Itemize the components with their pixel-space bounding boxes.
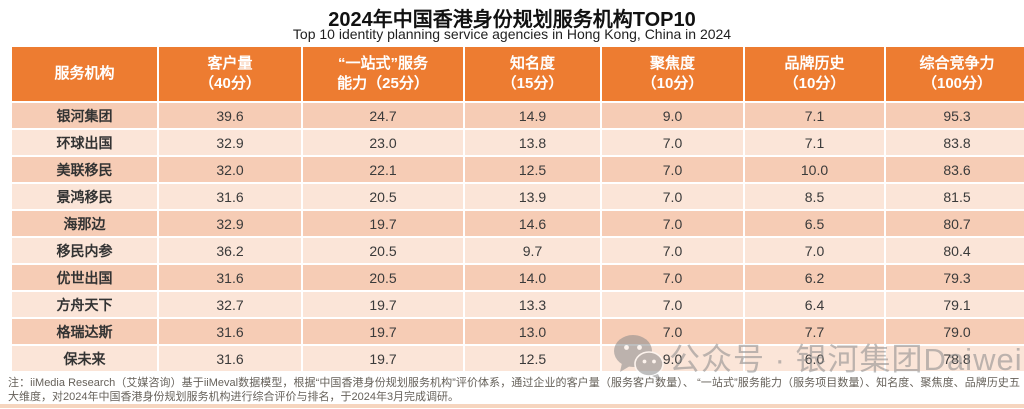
score-cell: 78.8 (886, 346, 1024, 371)
agency-name: 景鸿移民 (12, 184, 157, 209)
column-header-customer-volume: 客户量 （40分） (159, 47, 301, 101)
agency-name: 优世出国 (12, 265, 157, 290)
score-cell: 20.5 (303, 184, 463, 209)
score-cell: 19.7 (303, 292, 463, 317)
score-cell: 20.5 (303, 238, 463, 263)
score-cell: 7.0 (602, 265, 743, 290)
score-cell: 81.5 (886, 184, 1024, 209)
table-row: 银河集团 39.6 24.7 14.9 9.0 7.1 95.3 (12, 103, 1024, 128)
agency-name: 移民内参 (12, 238, 157, 263)
table-header: 服务机构 客户量 （40分） “一站式”服务 能力（25分） 知名度 （15分） 聚焦度 （10… (12, 47, 1024, 101)
column-header-brand-history: 品牌历史 （10分） (745, 47, 884, 101)
score-cell: 6.4 (745, 292, 884, 317)
agency-name: 海那边 (12, 211, 157, 236)
score-cell: 13.3 (465, 292, 600, 317)
score-cell: 7.0 (602, 130, 743, 155)
score-cell: 14.9 (465, 103, 600, 128)
source-note: 注：iiMedia Research（艾媒咨询）基于iiMeval数据模型，根据… (8, 377, 1020, 403)
table-row: 美联移民 32.0 22.1 12.5 7.0 10.0 83.6 (12, 157, 1024, 182)
score-cell: 79.1 (886, 292, 1024, 317)
score-cell: 36.2 (159, 238, 301, 263)
score-cell: 79.3 (886, 265, 1024, 290)
score-cell: 80.7 (886, 211, 1024, 236)
column-header-agency: 服务机构 (12, 47, 157, 101)
score-cell: 7.0 (602, 292, 743, 317)
score-cell: 32.0 (159, 157, 301, 182)
ranking-table: 服务机构 客户量 （40分） “一站式”服务 能力（25分） 知名度 （15分） 聚焦度 （10… (10, 45, 1024, 373)
score-cell: 24.7 (303, 103, 463, 128)
score-cell: 39.6 (159, 103, 301, 128)
header-row: 服务机构 客户量 （40分） “一站式”服务 能力（25分） 知名度 （15分） 聚焦度 （10… (12, 47, 1024, 101)
score-cell: 7.1 (745, 130, 884, 155)
score-cell: 12.5 (465, 157, 600, 182)
table-row: 环球出国 32.9 23.0 13.8 7.0 7.1 83.8 (12, 130, 1024, 155)
bottom-divider (0, 404, 1024, 408)
agency-name: 环球出国 (12, 130, 157, 155)
column-header-overall-competitiveness: 综合竞争力 （100分） (886, 47, 1024, 101)
score-cell: 6.2 (745, 265, 884, 290)
score-cell: 31.6 (159, 346, 301, 371)
score-cell: 7.0 (602, 184, 743, 209)
score-cell: 20.5 (303, 265, 463, 290)
score-cell: 32.9 (159, 211, 301, 236)
table-row: 优世出国 31.6 20.5 14.0 7.0 6.2 79.3 (12, 265, 1024, 290)
score-cell: 13.8 (465, 130, 600, 155)
score-cell: 6.0 (745, 346, 884, 371)
table-row: 格瑞达斯 31.6 19.7 13.0 7.0 7.7 79.0 (12, 319, 1024, 344)
score-cell: 23.0 (303, 130, 463, 155)
table-row: 海那边 32.9 19.7 14.6 7.0 6.5 80.7 (12, 211, 1024, 236)
page-title: 2024年中国香港身份规划服务机构TOP10 (328, 9, 696, 31)
page-subtitle: Top 10 identity planning service agencie… (292, 26, 732, 42)
score-cell: 19.7 (303, 319, 463, 344)
table-body: 银河集团 39.6 24.7 14.9 9.0 7.1 95.3 环球出国 32.9 23.0 13… (12, 103, 1024, 371)
score-cell: 13.0 (465, 319, 600, 344)
agency-name: 保未来 (12, 346, 157, 371)
score-cell: 31.6 (159, 265, 301, 290)
score-cell: 7.7 (745, 319, 884, 344)
table-row: 移民内参 36.2 20.5 9.7 7.0 7.0 80.4 (12, 238, 1024, 263)
score-cell: 9.0 (602, 103, 743, 128)
score-cell: 12.5 (465, 346, 600, 371)
score-cell: 10.0 (745, 157, 884, 182)
table-row: 保未来 31.6 19.7 12.5 9.0 6.0 78.8 (12, 346, 1024, 371)
score-cell: 31.6 (159, 319, 301, 344)
score-cell: 14.6 (465, 211, 600, 236)
column-header-awareness: 知名度 （15分） (465, 47, 600, 101)
score-cell: 7.0 (602, 157, 743, 182)
score-cell: 7.1 (745, 103, 884, 128)
column-header-focus: 聚焦度 （10分） (602, 47, 743, 101)
score-cell: 31.6 (159, 184, 301, 209)
agency-name: 格瑞达斯 (12, 319, 157, 344)
score-cell: 22.1 (303, 157, 463, 182)
score-cell: 9.7 (465, 238, 600, 263)
column-header-one-stop-service: “一站式”服务 能力（25分） (303, 47, 463, 101)
agency-name: 方舟天下 (12, 292, 157, 317)
score-cell: 95.3 (886, 103, 1024, 128)
score-cell: 14.0 (465, 265, 600, 290)
score-cell: 19.7 (303, 346, 463, 371)
score-cell: 32.7 (159, 292, 301, 317)
score-cell: 7.0 (602, 319, 743, 344)
table-row: 方舟天下 32.7 19.7 13.3 7.0 6.4 79.1 (12, 292, 1024, 317)
score-cell: 19.7 (303, 211, 463, 236)
score-cell: 80.4 (886, 238, 1024, 263)
score-cell: 6.5 (745, 211, 884, 236)
score-cell: 83.8 (886, 130, 1024, 155)
table-row: 景鸿移民 31.6 20.5 13.9 7.0 8.5 81.5 (12, 184, 1024, 209)
score-cell: 79.0 (886, 319, 1024, 344)
score-cell: 7.0 (745, 238, 884, 263)
agency-name: 美联移民 (12, 157, 157, 182)
score-cell: 8.5 (745, 184, 884, 209)
score-cell: 13.9 (465, 184, 600, 209)
agency-name: 银河集团 (12, 103, 157, 128)
score-cell: 32.9 (159, 130, 301, 155)
score-cell: 7.0 (602, 238, 743, 263)
score-cell: 7.0 (602, 211, 743, 236)
score-cell: 9.0 (602, 346, 743, 371)
score-cell: 83.6 (886, 157, 1024, 182)
